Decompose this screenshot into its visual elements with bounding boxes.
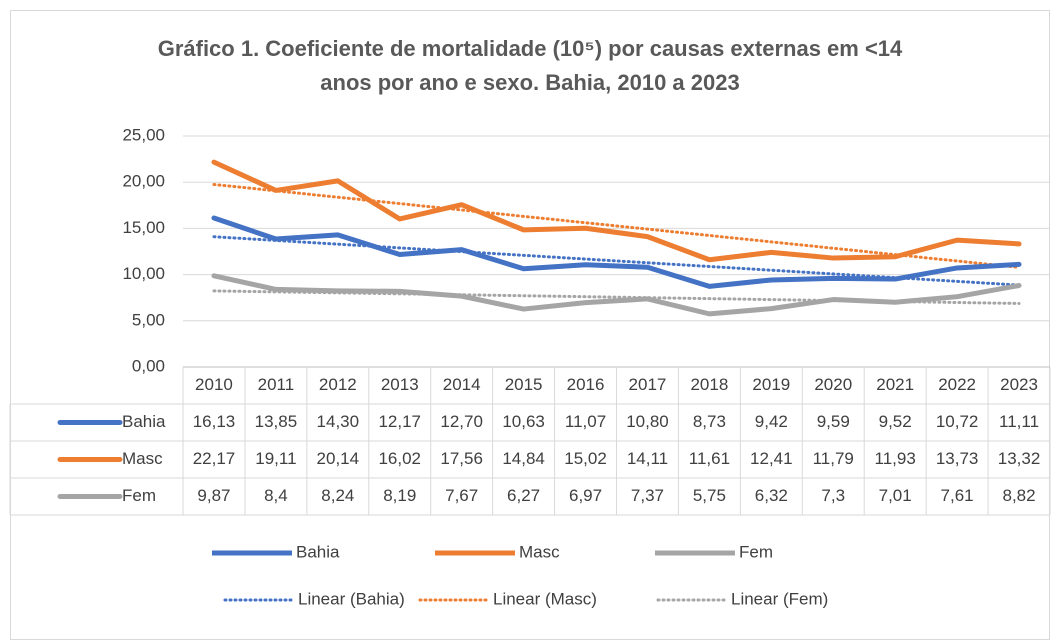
x-tick-label: 2010 bbox=[195, 375, 233, 394]
table-cell: 7,67 bbox=[445, 486, 478, 505]
x-tick-label: 2022 bbox=[938, 375, 976, 394]
table-cell: 11,79 bbox=[813, 449, 854, 468]
table-cell: 8,4 bbox=[264, 486, 288, 505]
table-cell: 9,87 bbox=[197, 486, 230, 505]
table-row-label: Fem bbox=[122, 486, 156, 505]
x-tick-label: 2020 bbox=[814, 375, 852, 394]
table-cell: 8,24 bbox=[321, 486, 354, 505]
y-tick-label: 0,00 bbox=[132, 356, 165, 375]
table-cell: 13,32 bbox=[998, 449, 1041, 468]
table-cell: 7,01 bbox=[879, 486, 912, 505]
table-cell: 8,73 bbox=[693, 412, 726, 431]
table-cell: 17,56 bbox=[440, 449, 483, 468]
table-cell: 10,72 bbox=[936, 412, 979, 431]
table-cell: 11,07 bbox=[565, 412, 606, 431]
table-cell: 7,3 bbox=[821, 486, 845, 505]
table-cell: 9,52 bbox=[879, 412, 912, 431]
legend-label: Masc bbox=[519, 542, 560, 561]
table-cell: 8,82 bbox=[1002, 486, 1035, 505]
trendline bbox=[212, 182, 1021, 269]
table-cell: 6,27 bbox=[507, 486, 540, 505]
chart-title: Gráfico 1. Coeficiente de mortalidade (1… bbox=[157, 36, 903, 95]
legend-label: Linear (Bahia) bbox=[298, 589, 405, 608]
y-tick-label: 20,00 bbox=[122, 172, 165, 191]
y-tick-label: 5,00 bbox=[132, 310, 165, 329]
table-cell: 11,93 bbox=[875, 449, 916, 468]
table-row-label: Bahia bbox=[122, 412, 166, 431]
x-tick-label: 2016 bbox=[567, 375, 605, 394]
legend-label: Linear (Fem) bbox=[731, 589, 828, 608]
series-line bbox=[211, 273, 1022, 317]
x-tick-label: 2023 bbox=[1000, 375, 1038, 394]
table-cell: 14,11 bbox=[627, 449, 668, 468]
x-tick-label: 2021 bbox=[876, 375, 914, 394]
table-cell: 12,70 bbox=[440, 412, 483, 431]
table-cell: 14,84 bbox=[502, 449, 545, 468]
table-cell: 14,30 bbox=[317, 412, 360, 431]
table-cell: 7,61 bbox=[941, 486, 974, 505]
table-cell: 15,02 bbox=[564, 449, 607, 468]
x-tick-label: 2011 bbox=[258, 375, 295, 394]
legend-label: Fem bbox=[739, 542, 773, 561]
table-cell: 11,11 bbox=[999, 412, 1039, 431]
series-line bbox=[211, 215, 1022, 289]
table-cell: 9,59 bbox=[817, 412, 850, 431]
y-tick-label: 10,00 bbox=[122, 264, 165, 283]
legend-label: Bahia bbox=[296, 542, 340, 561]
table-cell: 12,41 bbox=[750, 449, 793, 468]
table-cell: 8,19 bbox=[383, 486, 416, 505]
y-tick-label: 15,00 bbox=[122, 218, 165, 237]
table-cell: 16,02 bbox=[378, 449, 421, 468]
table-cell: 7,37 bbox=[631, 486, 664, 505]
table-cell: 6,32 bbox=[755, 486, 788, 505]
table-cell: 13,73 bbox=[936, 449, 979, 468]
table-cell: 10,63 bbox=[502, 412, 545, 431]
table-cell: 13,85 bbox=[255, 412, 298, 431]
table-cell: 19,11 bbox=[255, 449, 296, 468]
x-tick-label: 2017 bbox=[629, 375, 667, 394]
table-cell: 6,97 bbox=[569, 486, 602, 505]
x-tick-label: 2013 bbox=[381, 375, 419, 394]
table-cell: 11,61 bbox=[689, 449, 730, 468]
x-tick-label: 2018 bbox=[690, 375, 728, 394]
table-cell: 5,75 bbox=[693, 486, 726, 505]
table-cell: 9,42 bbox=[755, 412, 788, 431]
y-tick-label: 25,00 bbox=[122, 125, 165, 144]
series-line bbox=[211, 159, 1022, 263]
legend-label: Linear (Masc) bbox=[493, 589, 597, 608]
table-cell: 20,14 bbox=[317, 449, 360, 468]
table-row-label: Masc bbox=[122, 449, 163, 468]
x-tick-label: 2014 bbox=[443, 375, 481, 394]
x-tick-label: 2019 bbox=[752, 375, 790, 394]
table-cell: 12,17 bbox=[378, 412, 421, 431]
table-cell: 16,13 bbox=[193, 412, 236, 431]
table-cell: 10,80 bbox=[626, 412, 669, 431]
x-tick-label: 2015 bbox=[505, 375, 543, 394]
x-tick-label: 2012 bbox=[319, 375, 357, 394]
table-cell: 22,17 bbox=[193, 449, 236, 468]
